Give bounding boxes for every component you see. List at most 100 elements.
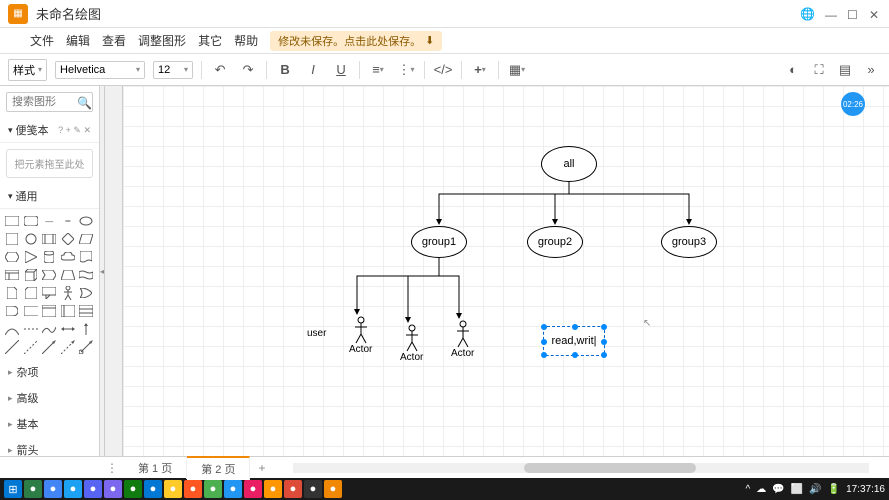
shape-card[interactable] <box>23 285 39 301</box>
cat-advanced[interactable]: 高级 <box>0 385 99 411</box>
tray-icon-5[interactable]: 🔋 <box>828 484 840 495</box>
node-group2[interactable]: group2 <box>527 226 583 258</box>
menu-extras[interactable]: 其它 <box>198 32 222 49</box>
shape-trapezoid[interactable] <box>60 267 76 283</box>
shape-square[interactable] <box>4 231 20 247</box>
shape-rect[interactable] <box>4 213 20 229</box>
shape-cylinder[interactable] <box>41 249 57 265</box>
shape-triangle[interactable] <box>23 249 39 265</box>
taskbar-app-13[interactable]: ● <box>264 480 282 498</box>
shape-container2[interactable] <box>60 303 76 319</box>
canvas-area[interactable]: all group1 group2 group3 read,writ| user <box>105 86 889 456</box>
taskbar-app-16[interactable]: ● <box>324 480 342 498</box>
taskbar-app-5[interactable]: ● <box>104 480 122 498</box>
node-group1[interactable]: group1 <box>411 226 467 258</box>
tray-icon-4[interactable]: 🔊 <box>809 484 821 495</box>
taskbar-clock[interactable]: 17:37:16 <box>846 484 885 495</box>
search-icon[interactable]: 🔍 <box>77 96 89 108</box>
cat-arrows[interactable]: 箭头 <box>0 437 99 456</box>
style-select[interactable]: 样式▾ <box>8 59 47 81</box>
horizontal-scrollbar[interactable] <box>293 463 869 473</box>
shape-and[interactable] <box>4 303 20 319</box>
fullscreen-button[interactable]: ⛶ <box>809 60 829 80</box>
cat-misc[interactable]: 杂项 <box>0 359 99 385</box>
shape-arrow-up[interactable] <box>78 321 94 337</box>
shape-connector[interactable] <box>78 339 94 355</box>
actor-1[interactable]: Actor <box>349 316 372 355</box>
shape-diamond[interactable] <box>60 231 76 247</box>
shape-arrow-dash[interactable] <box>60 339 76 355</box>
taskbar-app-11[interactable]: ● <box>224 480 242 498</box>
shape-document[interactable] <box>78 249 94 265</box>
node-all[interactable]: all <box>541 146 597 182</box>
menu-file[interactable]: 文件 <box>30 32 54 49</box>
font-size-select[interactable]: 12▾ <box>153 61 193 79</box>
taskbar-app-1[interactable]: ● <box>24 480 42 498</box>
shape-rounded[interactable] <box>23 213 39 229</box>
shape-line-dash2[interactable] <box>23 339 39 355</box>
actor-3[interactable]: Actor <box>451 320 474 359</box>
tray-icon-2[interactable]: 💬 <box>772 484 784 495</box>
shape-arrow-bi[interactable] <box>60 321 76 337</box>
tab-page2[interactable]: 第 2 页 <box>187 456 250 480</box>
scratchpad-drop[interactable]: 把元素拖至此处 <box>6 149 93 178</box>
add-button[interactable]: +▾ <box>470 60 490 80</box>
shape-text[interactable]: — <box>41 213 57 229</box>
tray-chevron[interactable]: ^ <box>746 484 751 495</box>
menu-help[interactable]: 帮助 <box>234 32 258 49</box>
scratchpad-header[interactable]: ▾ 便笺本 ? + ✎ ✕ <box>0 118 99 143</box>
taskbar-app-4[interactable]: ● <box>84 480 102 498</box>
actor-user-label[interactable]: user <box>307 328 326 339</box>
taskbar-app-12[interactable]: ● <box>244 480 262 498</box>
actor-2[interactable]: Actor <box>400 324 423 363</box>
shape-note[interactable] <box>4 285 20 301</box>
shape-internal[interactable] <box>4 267 20 283</box>
shape-or[interactable] <box>78 285 94 301</box>
font-select[interactable]: Helvetica▾ <box>55 61 145 79</box>
shape-callout[interactable] <box>41 285 57 301</box>
shape-actor[interactable] <box>60 285 76 301</box>
minimize-button[interactable]: — <box>825 8 837 20</box>
collapse-button[interactable]: » <box>861 60 881 80</box>
table-button[interactable]: ▦▾ <box>507 60 527 80</box>
taskbar-app-7[interactable]: ● <box>144 480 162 498</box>
maximize-button[interactable]: ☐ <box>847 8 859 20</box>
shape-textbox[interactable]: ═ <box>60 213 76 229</box>
undo-button[interactable]: ↶ <box>210 60 230 80</box>
document-title[interactable]: 未命名绘图 <box>36 4 800 23</box>
shape-datastore[interactable] <box>23 303 39 319</box>
shape-cube[interactable] <box>23 267 39 283</box>
code-button[interactable]: </> <box>433 60 453 80</box>
language-icon[interactable]: 🌐 <box>800 7 815 21</box>
tray-icon-3[interactable]: ⬜ <box>791 484 803 495</box>
format-panel-button[interactable]: ▤ <box>835 60 855 80</box>
general-header[interactable]: ▾ 通用 <box>0 184 99 209</box>
shape-list[interactable] <box>78 303 94 319</box>
tab-add-button[interactable]: + <box>250 458 273 478</box>
more-text-button[interactable]: ⋮▾ <box>396 60 416 80</box>
node-group3[interactable]: group3 <box>661 226 717 258</box>
align-button[interactable]: ≡▾ <box>368 60 388 80</box>
taskbar-app-2[interactable]: ● <box>44 480 62 498</box>
node-readwrite[interactable]: read,writ| <box>543 326 605 356</box>
shape-circle[interactable] <box>23 231 39 247</box>
taskbar-app-3[interactable]: ● <box>64 480 82 498</box>
tab-page1[interactable]: 第 1 页 <box>124 457 187 479</box>
shape-parallelogram[interactable] <box>78 231 94 247</box>
shape-ellipse[interactable] <box>78 213 94 229</box>
italic-button[interactable]: I <box>303 60 323 80</box>
shape-line-dash[interactable] <box>23 321 39 337</box>
save-notice[interactable]: 修改未保存。点击此处保存。 ⬇ <box>270 31 442 51</box>
taskbar-app-9[interactable]: ● <box>184 480 202 498</box>
menu-edit[interactable]: 编辑 <box>66 32 90 49</box>
bold-button[interactable]: B <box>275 60 295 80</box>
tray-icon-1[interactable]: ☁ <box>756 484 766 495</box>
underline-button[interactable]: U <box>331 60 351 80</box>
shape-line[interactable] <box>4 339 20 355</box>
shape-cloud[interactable] <box>60 249 76 265</box>
taskbar-app-6[interactable]: ● <box>124 480 142 498</box>
tab-menu-button[interactable]: ⋮ <box>100 458 124 478</box>
menu-view[interactable]: 查看 <box>102 32 126 49</box>
taskbar-app-14[interactable]: ● <box>284 480 302 498</box>
theme-button[interactable]: ◐ <box>783 60 803 80</box>
